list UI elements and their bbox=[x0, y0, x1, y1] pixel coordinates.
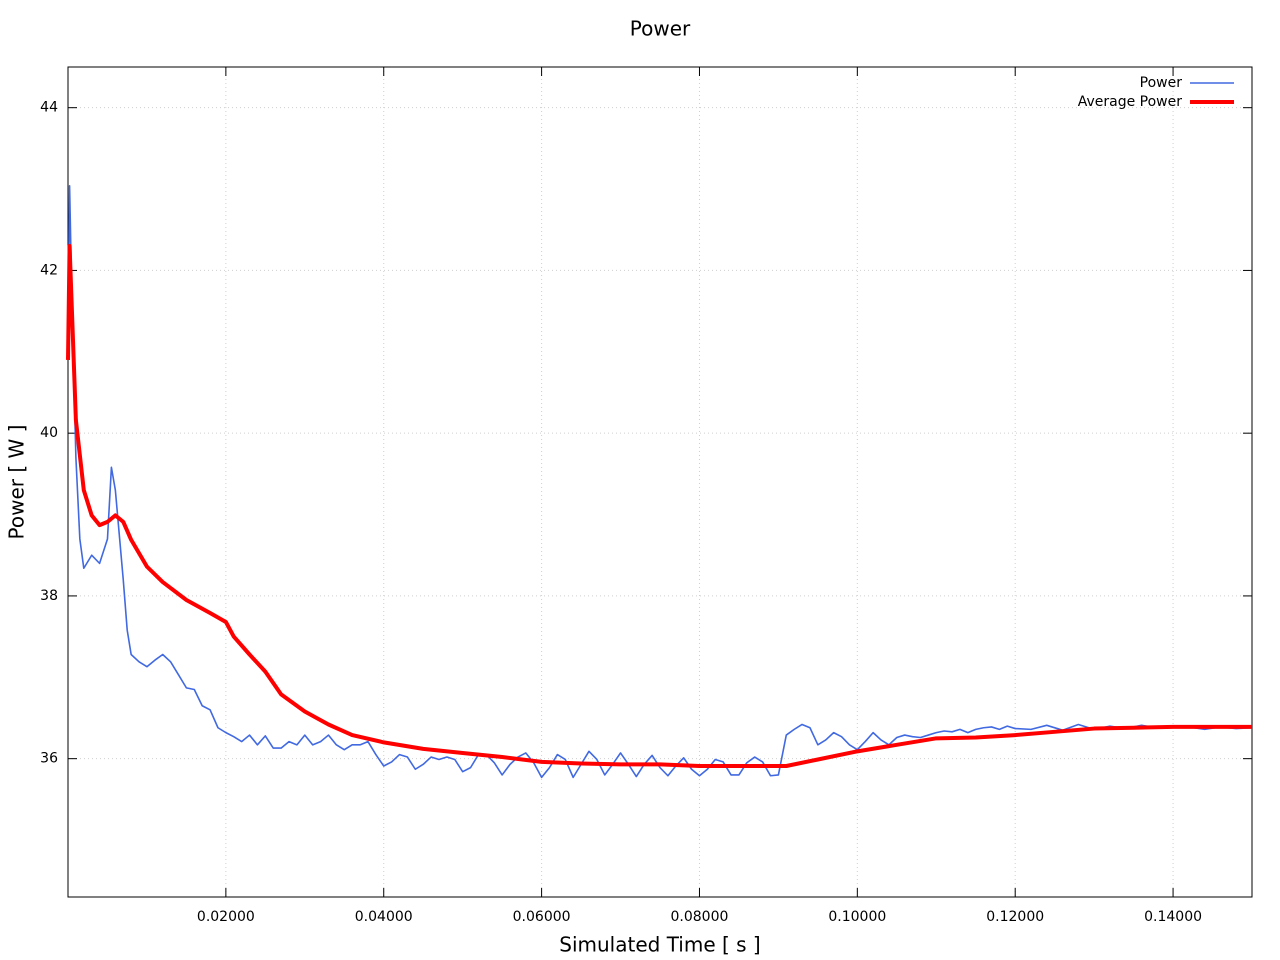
y-axis-label: Power [ W ] bbox=[5, 425, 29, 540]
chart-title: Power bbox=[630, 17, 691, 41]
x-tick-label: 0.12000 bbox=[986, 909, 1044, 925]
plot-frame bbox=[67, 66, 1253, 898]
legend-label: Power bbox=[1140, 75, 1183, 91]
data-line bbox=[67, 185, 1253, 779]
x-axis-label: Simulated Time [ s ] bbox=[559, 933, 760, 957]
x-tick-label: 0.08000 bbox=[671, 909, 729, 925]
x-tick-label: 0.04000 bbox=[355, 909, 413, 925]
y-tick-label: 44 bbox=[40, 100, 58, 116]
y-tick-label: 42 bbox=[40, 262, 58, 278]
x-tick-label: 0.02000 bbox=[197, 909, 255, 925]
x-tick-label: 0.14000 bbox=[1144, 909, 1202, 925]
y-tick-label: 38 bbox=[40, 588, 58, 604]
y-tick-label: 40 bbox=[40, 425, 58, 441]
x-tick-label: 0.10000 bbox=[828, 909, 886, 925]
y-tick-label: 36 bbox=[40, 751, 58, 767]
x-tick-label: 0.06000 bbox=[513, 909, 571, 925]
data-line bbox=[66, 244, 1252, 768]
legend-label: Average Power bbox=[1078, 94, 1183, 110]
